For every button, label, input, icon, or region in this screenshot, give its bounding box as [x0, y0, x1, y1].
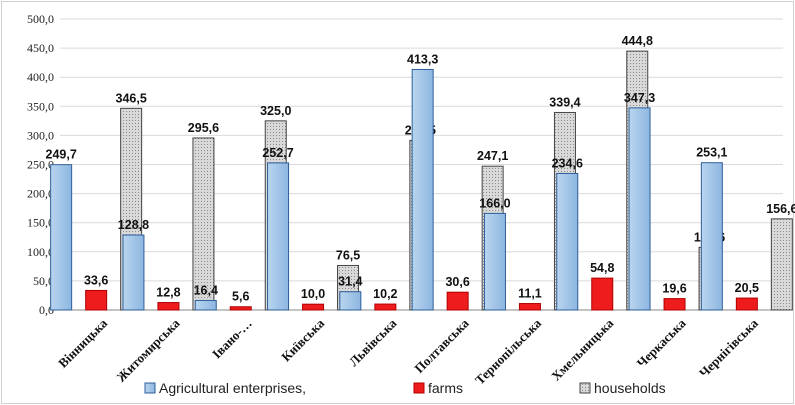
category-label: Львівська: [346, 315, 400, 369]
bar-households: [770, 218, 793, 311]
bar-enterprises: [628, 107, 651, 311]
bar-farms: [157, 302, 180, 311]
bar-farms: [85, 289, 108, 311]
legend-swatch: [144, 382, 156, 394]
data-label: 295,6: [188, 121, 219, 135]
bar-farms: [446, 291, 469, 311]
category-label: Хмельницька: [548, 315, 616, 383]
data-label: 5,6: [232, 290, 249, 304]
data-label: 19,6: [662, 282, 686, 296]
bar-farms: [302, 303, 325, 311]
data-label: 234,6: [552, 156, 583, 170]
data-label: 128,8: [118, 218, 149, 232]
data-label: 325,0: [260, 104, 291, 118]
legend-swatch: [413, 382, 425, 394]
category-label: Житомирська: [113, 315, 183, 385]
data-label: 247,1: [477, 149, 508, 163]
bar-enterprises: [556, 172, 579, 311]
legend-label: farms: [428, 380, 463, 396]
y-tick-label: 250,0: [27, 158, 54, 172]
bar-farms: [229, 306, 252, 311]
bar-farms: [663, 298, 686, 311]
data-label: 253,1: [696, 146, 727, 160]
bar-enterprises: [411, 68, 434, 311]
category-label: Київська: [278, 315, 327, 364]
data-label: 54,8: [590, 261, 614, 275]
category-label: Чернігівська: [696, 315, 761, 380]
bar-farms: [591, 277, 614, 311]
y-tick-label: 50,0: [33, 274, 54, 288]
data-label: 76,5: [336, 248, 360, 262]
y-tick-label: 300,0: [27, 128, 54, 142]
category-label: Полтавська: [411, 315, 472, 376]
y-tick-label: 150,0: [27, 216, 54, 230]
data-label: 10,0: [301, 287, 325, 301]
data-label: 444,8: [622, 34, 653, 48]
data-label: 346,5: [116, 91, 147, 105]
data-label: 30,6: [445, 275, 469, 289]
legend-label: households: [594, 380, 666, 396]
data-label: 252,7: [262, 146, 293, 160]
data-label: 20,5: [735, 281, 759, 295]
y-tick-label: 450,0: [27, 41, 54, 55]
category-label: Івано-…: [209, 316, 255, 362]
category-label: Черкаська: [634, 315, 689, 370]
bar-enterprises: [483, 212, 506, 311]
data-label: 12,8: [156, 286, 180, 300]
y-tick-label: 500,0: [27, 12, 54, 26]
data-label: 249,7: [46, 148, 77, 162]
y-tick-label: 100,0: [27, 245, 54, 259]
y-tick-label: 200,0: [27, 187, 54, 201]
data-label: 16,4: [194, 283, 218, 297]
data-label: 31,4: [338, 275, 362, 289]
bar-enterprises: [267, 162, 290, 311]
data-label: 347,3: [624, 91, 655, 105]
legend-label: Agricultural enterprises,: [159, 380, 306, 396]
y-tick-label: 350,0: [27, 99, 54, 113]
bar-enterprises: [700, 162, 723, 311]
bar-enterprises: [339, 291, 362, 311]
bar-farms: [518, 303, 541, 311]
y-tick-label: 400,0: [27, 70, 54, 84]
category-label: Вінницька: [55, 315, 110, 370]
data-label: 33,6: [84, 273, 108, 287]
category-label: Тернопільська: [472, 315, 544, 387]
data-label: 413,3: [407, 52, 438, 66]
data-label: 166,0: [479, 196, 510, 210]
legend-swatch: [579, 382, 591, 394]
data-label: 10,2: [373, 287, 397, 301]
bar-enterprises: [194, 299, 217, 311]
bar-enterprises: [122, 234, 145, 311]
data-label: 156,6: [766, 202, 795, 216]
bar-farms: [374, 303, 397, 311]
data-label: 339,4: [549, 95, 580, 109]
data-label: 11,1: [518, 287, 542, 301]
bar-farms: [735, 297, 758, 311]
bar-enterprises: [50, 164, 73, 311]
